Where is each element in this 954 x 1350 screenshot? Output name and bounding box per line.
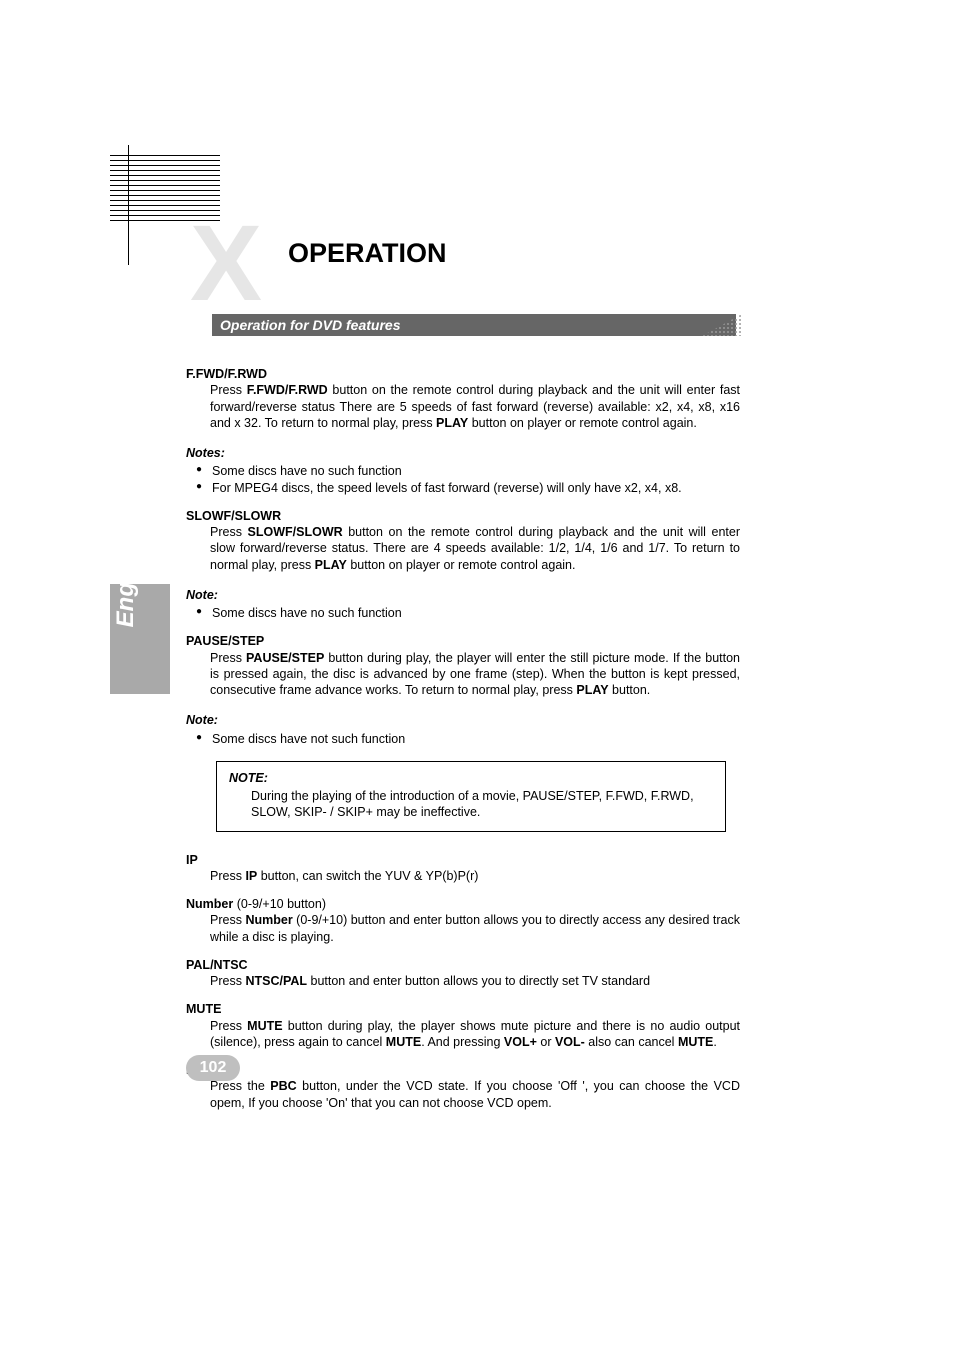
mute-body: Press MUTE button during play, the playe… [186,1018,740,1051]
text: button on player or remote control again… [468,416,697,430]
pause-title: PAUSE/STEP [186,633,740,649]
text-bold: PLAY [576,683,608,697]
text-bold: PBC [270,1079,296,1093]
text-bold: VOL+ [504,1035,537,1049]
text-bold: NTSC/PAL [245,974,307,988]
text: Press [210,1019,247,1033]
text: Press [210,913,245,927]
text: Press [210,869,245,883]
text-bold: MUTE [678,1035,713,1049]
text: Press [210,525,248,539]
note-box-body: During the playing of the introduction o… [229,788,713,821]
slow-title: SLOWF/SLOWR [186,508,740,524]
text-bold: PLAY [436,416,468,430]
list-item: Some discs have not such function [196,731,740,747]
text-bold: Number [186,897,233,911]
text-bold: PLAY [315,558,347,572]
text: Press the [210,1079,270,1093]
number-body: Press Number (0-9/+10) button and enter … [186,912,740,945]
text: button. [609,683,651,697]
text-bold: MUTE [247,1019,282,1033]
text: Press [210,651,246,665]
note-label: Note: [186,587,740,603]
text: or [537,1035,555,1049]
text: Press [210,383,247,397]
slow-body: Press SLOWF/SLOWR button on the remote c… [186,524,740,573]
pbc-title: PBC [186,1062,740,1078]
text-bold: MUTE [386,1035,421,1049]
pause-note-list: Some discs have not such function [186,731,740,747]
note-box-title: NOTE: [229,770,713,786]
pal-title: PAL/NTSC [186,957,740,973]
number-title: Number (0-9/+10 button) [186,896,740,912]
text-bold: Number [245,913,292,927]
section-title-bar: Operation for DVD features [212,314,736,336]
notes-label: Notes: [186,445,740,461]
text: button, can switch the YUV & YP(b)P(r) [257,869,478,883]
note-label: Note: [186,712,740,728]
text: button and enter button allows you to di… [307,974,650,988]
text: . [713,1035,716,1049]
text-bold: PAUSE/STEP [246,651,324,665]
ip-title: IP [186,852,740,868]
page-number-badge: 102 [186,1055,240,1081]
pal-body: Press NTSC/PAL button and enter button a… [186,973,740,989]
text-bold: F.FWD/F.RWD [247,383,328,397]
list-item: Some discs have no such function [196,605,740,621]
content-body: F.FWD/F.RWD Press F.FWD/F.RWD button on … [186,354,740,1111]
ffwd-body: Press F.FWD/F.RWD button on the remote c… [186,382,740,431]
slow-note-list: Some discs have no such function [186,605,740,621]
text: button on player or remote control again… [347,558,576,572]
text-bold: VOL- [555,1035,585,1049]
language-side-tab-text: English [112,529,140,639]
text: also can cancel [585,1035,678,1049]
pbc-body: Press the PBC button, under the VCD stat… [186,1078,740,1111]
list-item: Some discs have no such function [196,463,740,479]
text-bold: IP [245,869,257,883]
ffwd-notes-list: Some discs have no such function For MPE… [186,463,740,496]
note-box: NOTE: During the playing of the introduc… [216,761,726,832]
text: . And pressing [421,1035,504,1049]
mute-title: MUTE [186,1001,740,1017]
ffwd-title: F.FWD/F.RWD [186,366,740,382]
big-x-graphic: X [190,200,256,325]
manual-page: X OPERATION Operation for DVD features E… [0,0,954,1350]
text: (0-9/+10 button) [233,897,326,911]
pause-body: Press PAUSE/STEP button during play, the… [186,650,740,699]
page-title: OPERATION [288,238,447,269]
ip-body: Press IP button, can switch the YUV & YP… [186,868,740,884]
text: Press [210,974,245,988]
text-bold: SLOWF/SLOWR [248,525,343,539]
list-item: For MPEG4 discs, the speed levels of fas… [196,480,740,496]
